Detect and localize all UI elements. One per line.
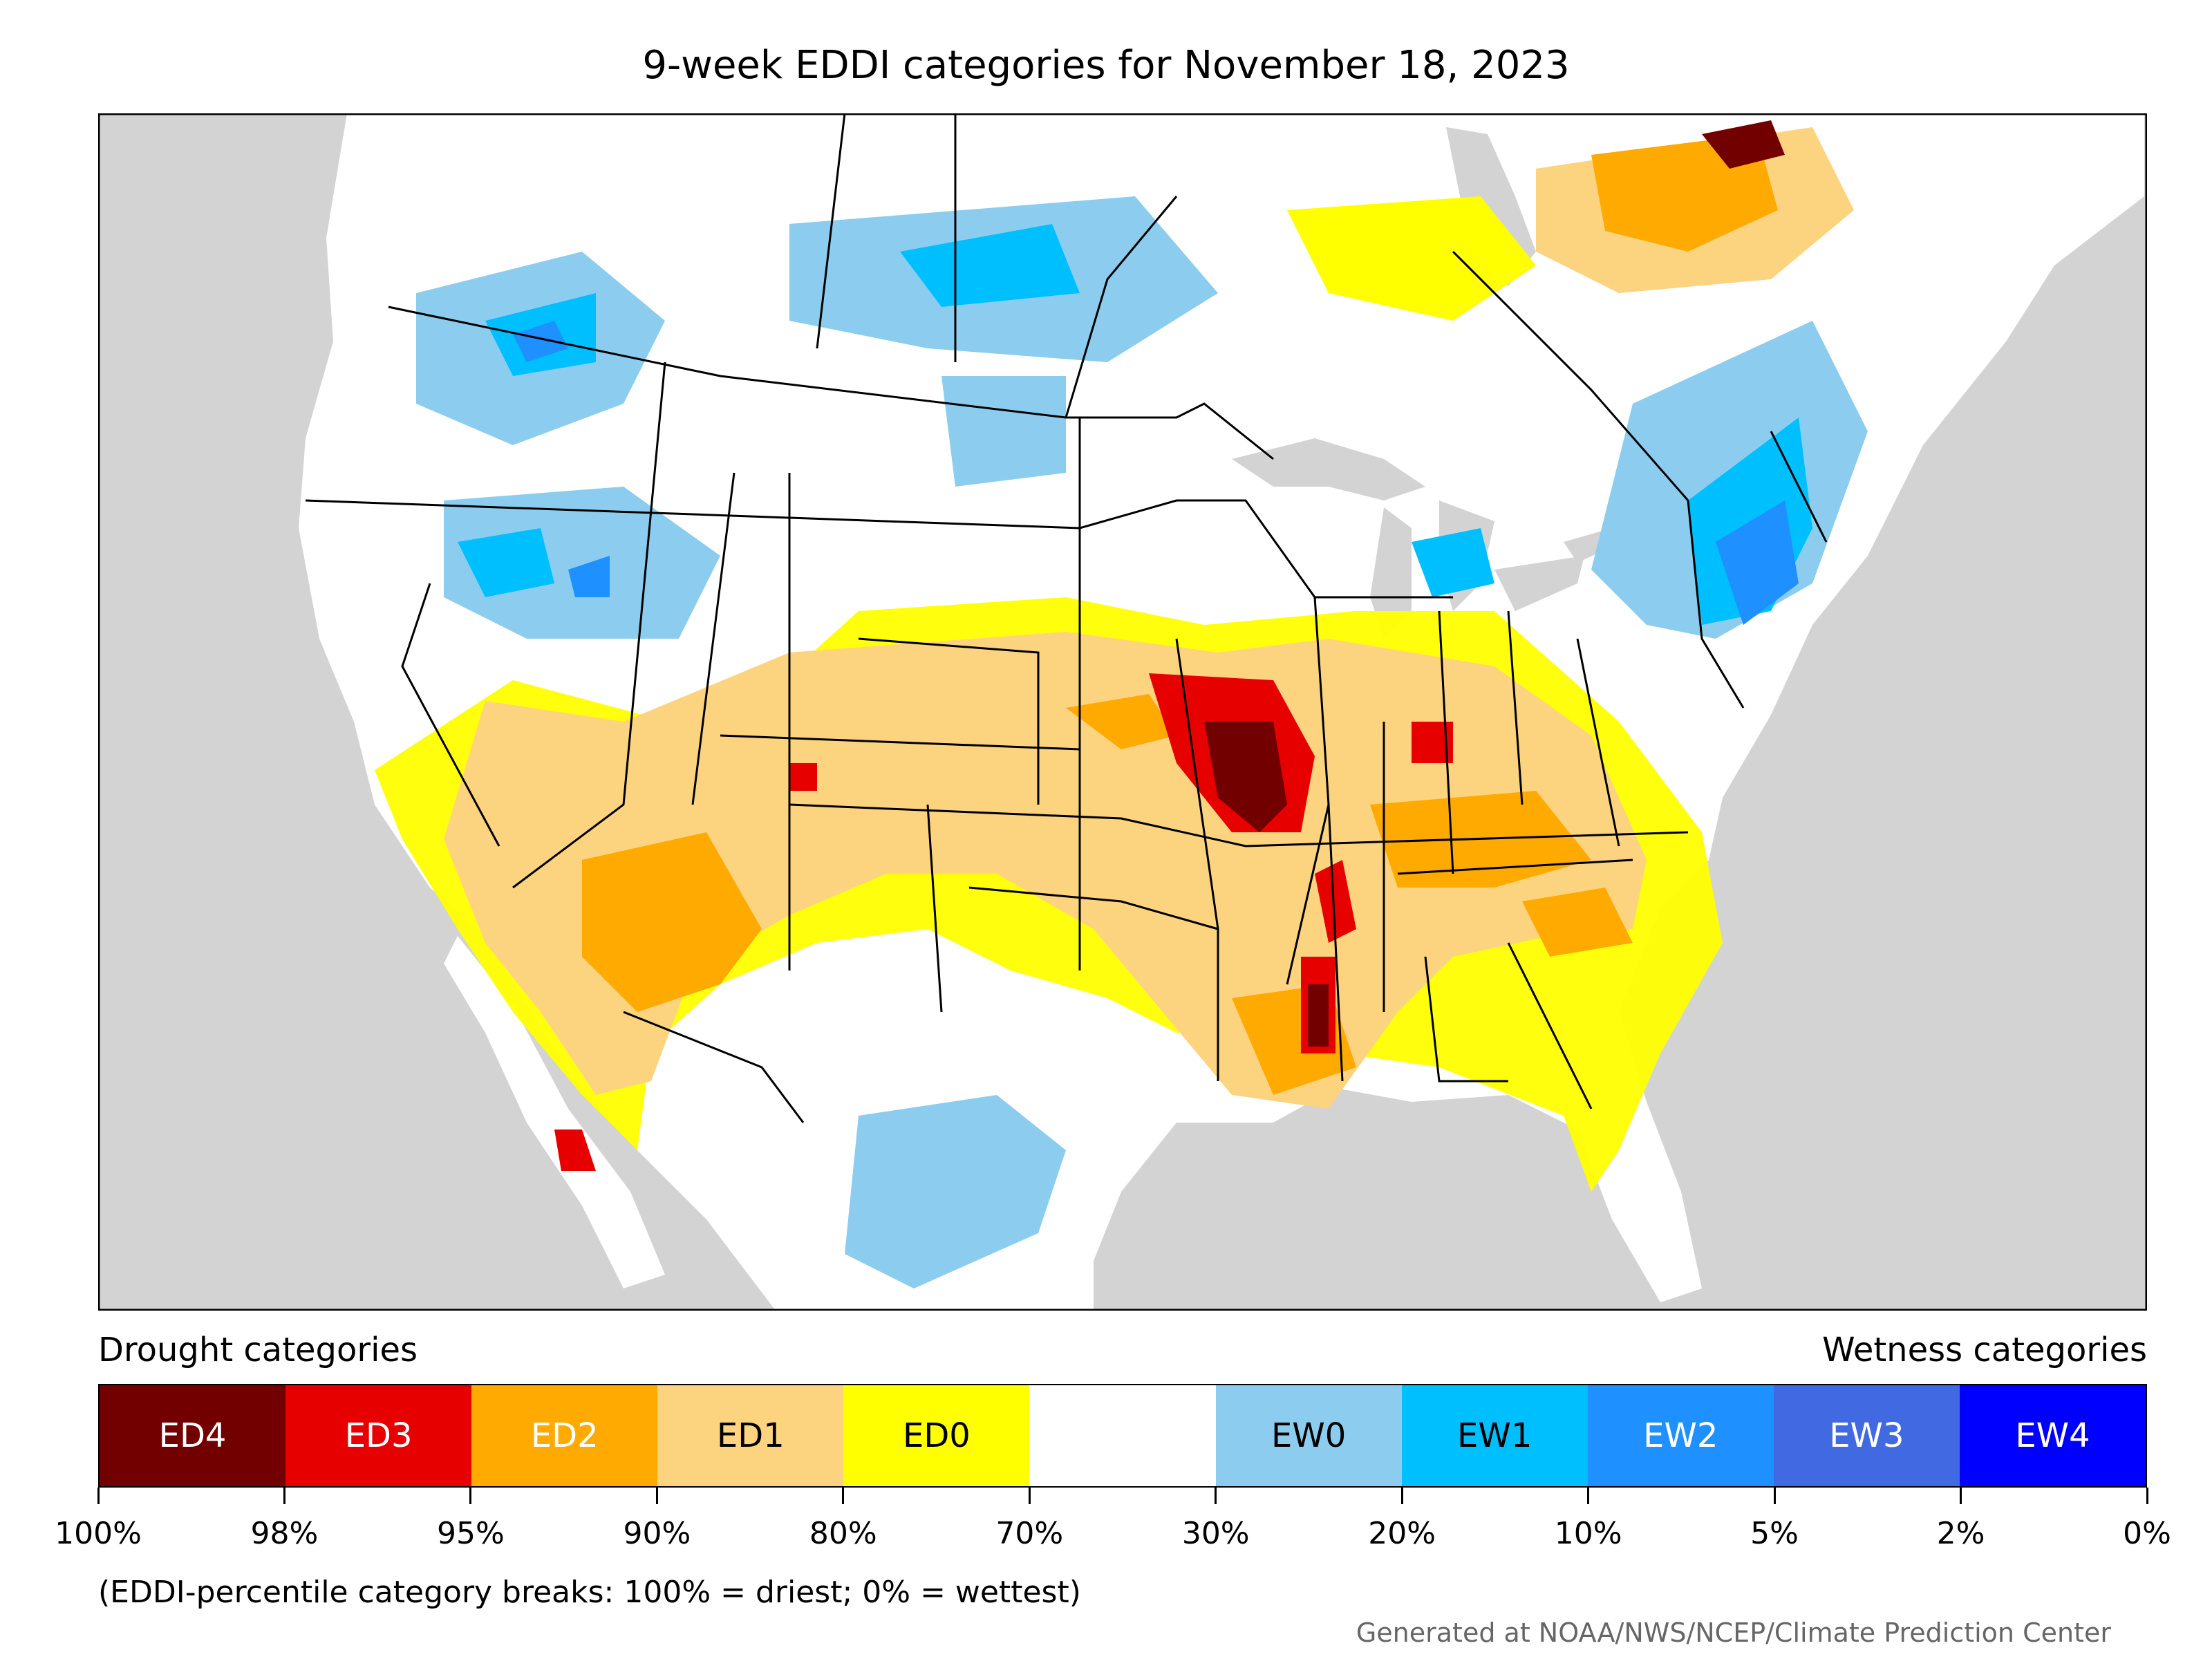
political-borders xyxy=(305,113,1828,1123)
legend-swatch-ew3: EW3 xyxy=(1773,1385,1960,1486)
ew2-region-northwest xyxy=(513,321,610,597)
legend-tick xyxy=(655,1488,658,1504)
legend-swatch-ed1: ED1 xyxy=(657,1385,844,1486)
legend-tick-label: 90% xyxy=(623,1516,691,1551)
legend-tick xyxy=(2146,1488,2148,1504)
legend-swatch-ed3: ED3 xyxy=(285,1385,472,1486)
legend-tick-label: 98% xyxy=(250,1516,319,1551)
legend-tick-label: 2% xyxy=(1936,1516,1985,1551)
ed1-region xyxy=(444,632,1647,1109)
credit-text: Generated at NOAA/NWS/NCEP/Climate Predi… xyxy=(1356,1618,2111,1648)
map-frame xyxy=(98,113,2147,1311)
legend-tick-label: 100% xyxy=(55,1516,142,1551)
gulf-of-mexico xyxy=(1094,1102,1633,1311)
legend-ticks xyxy=(97,1488,2148,1508)
ew0-region-northeast xyxy=(845,321,1868,1288)
ew0-region-northwest xyxy=(416,196,1218,639)
map-title: 9-week EDDI categories for November 18, … xyxy=(642,43,1570,88)
ed4-region xyxy=(1204,722,1329,1047)
category-breaks-note: (EDDI-percentile category breaks: 100% =… xyxy=(98,1575,1081,1610)
eddi-map xyxy=(98,113,2147,1311)
legend-tick-label: 0% xyxy=(2123,1516,2171,1551)
legend-tick-label: 95% xyxy=(437,1516,505,1551)
legend-tick xyxy=(1215,1488,1217,1504)
legend-swatch-ew2: EW2 xyxy=(1587,1385,1774,1486)
eddi-map-canvas xyxy=(98,113,2147,1311)
legend-tick xyxy=(1960,1488,1962,1504)
ed4-region-quebec xyxy=(1702,120,1785,169)
legend-tick xyxy=(283,1488,285,1504)
category-legend: ED4 ED3 ED2 ED1 ED0 EW0 EW1 EW2 EW3 EW4 xyxy=(98,1384,2147,1488)
ew2-region-northeast xyxy=(1716,500,1799,625)
drought-categories-label: Drought categories xyxy=(98,1331,418,1369)
legend-tick xyxy=(469,1488,472,1504)
legend-swatch-ew1: EW1 xyxy=(1401,1385,1588,1486)
legend-tick xyxy=(1400,1488,1403,1504)
legend-tick xyxy=(842,1488,845,1504)
legend-swatch-ew4: EW4 xyxy=(1959,1385,2146,1486)
ed0-region-ontario xyxy=(1287,196,1536,321)
legend-tick xyxy=(1028,1488,1031,1504)
ew1-region-northwest xyxy=(458,224,1080,597)
legend-swatch-ew0: EW0 xyxy=(1215,1385,1402,1486)
legend-tick-label: 20% xyxy=(1368,1516,1436,1551)
legend-tick xyxy=(97,1488,100,1504)
legend-tick xyxy=(1587,1488,1590,1504)
baja-peninsula xyxy=(444,936,665,1288)
legend-tick-label: 30% xyxy=(1181,1516,1250,1551)
legend-tick-label: 5% xyxy=(1750,1516,1799,1551)
wetness-categories-label: Wetness categories xyxy=(1822,1331,2147,1369)
legend-swatch-ed4: ED4 xyxy=(100,1385,286,1486)
legend-tick-label: 70% xyxy=(995,1516,1064,1551)
legend-swatch-ed2: ED2 xyxy=(471,1385,658,1486)
legend-tick-label: 10% xyxy=(1554,1516,1622,1551)
legend-swatch-normal xyxy=(1029,1385,1216,1486)
legend-tick-label: 80% xyxy=(809,1516,877,1551)
ew1-region-northeast xyxy=(1412,418,1812,625)
legend-tick xyxy=(1773,1488,1776,1504)
legend-swatch-ed0: ED0 xyxy=(843,1385,1030,1486)
